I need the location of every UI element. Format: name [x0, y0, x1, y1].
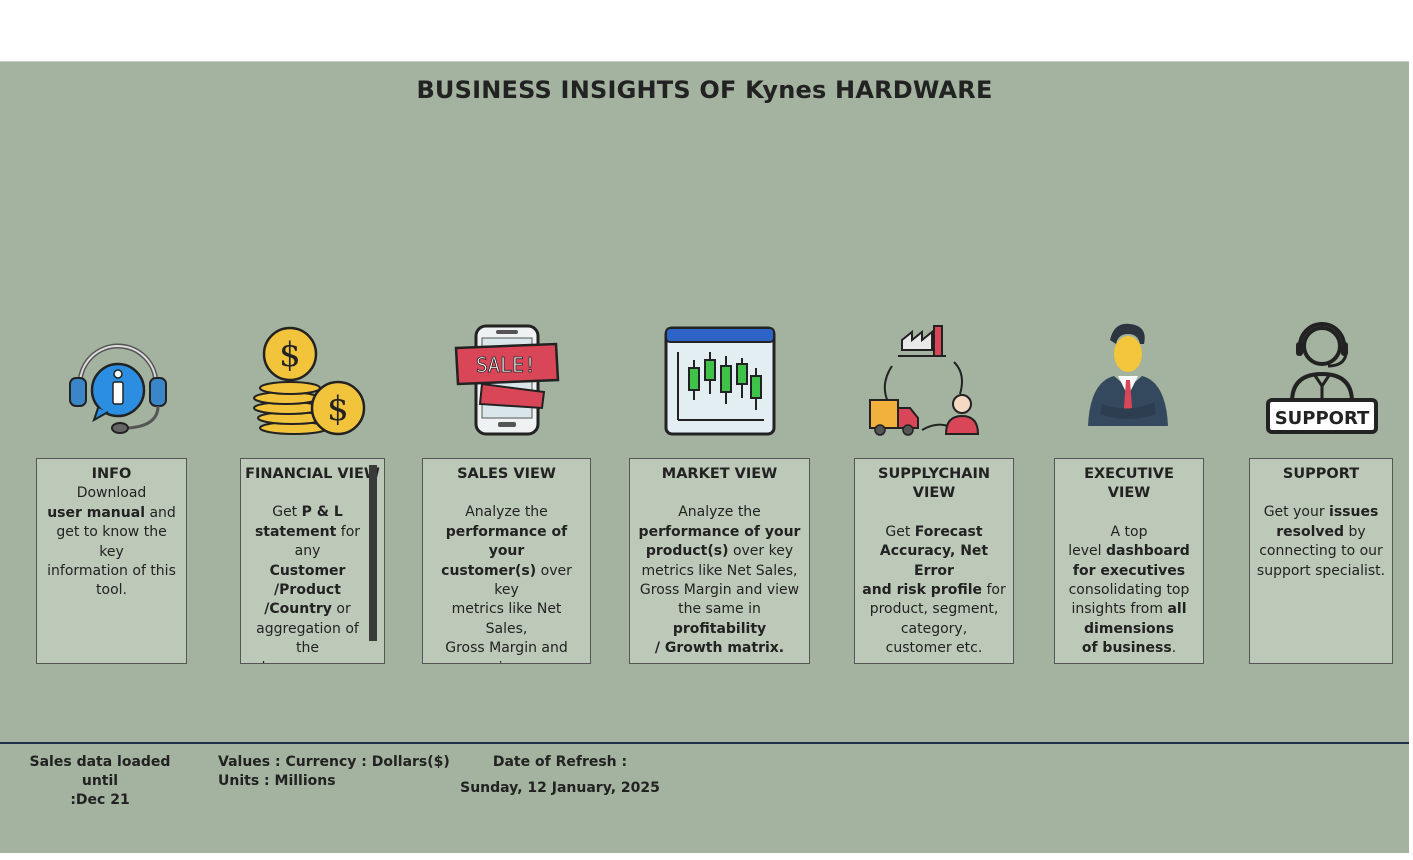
sale-sign-text: SALE! — [476, 353, 536, 377]
supplychain-view-card[interactable]: SUPPLYCHAIN VIEW Get Forecast Accuracy, … — [854, 458, 1014, 664]
page-title: BUSINESS INSIGHTS OF Kynes HARDWARE — [416, 76, 993, 104]
executive-card-line: level dashboard — [1068, 543, 1190, 560]
support-card-title: SUPPORT — [1282, 466, 1360, 482]
info-card-title: INFO — [91, 466, 132, 482]
sales-card-line: Gross Margin and view — [445, 640, 568, 663]
user-manual-link[interactable]: user manual — [47, 504, 145, 521]
financial-card-line: statement for any — [254, 523, 361, 560]
financial-card-line: Get P & L — [272, 504, 343, 521]
sales-card-line: metrics like Net Sales, — [451, 601, 562, 637]
info-card-line: information of this — [47, 563, 176, 580]
supplychain-card-line: category, — [900, 620, 968, 637]
support-card-line: resolved by — [1276, 523, 1366, 540]
supplychain-card-line: Accuracy, Net Error — [879, 543, 989, 579]
market-view-card[interactable]: MARKET VIEW Analyze the performance of y… — [629, 458, 810, 664]
financial-card-line: /Country or — [264, 601, 351, 618]
supplychain-card-line: product, segment, — [869, 601, 999, 618]
info-card-line: get to know the key — [56, 524, 167, 560]
supply-chain-icon[interactable] — [866, 322, 986, 440]
support-card[interactable]: SUPPORT Get your issues resolved by conn… — [1249, 458, 1393, 664]
sales-loaded-date: :Dec 21 — [70, 792, 130, 808]
financial-card-line: /Product — [274, 582, 341, 599]
info-card-line: Download — [76, 485, 147, 502]
executive-view-card[interactable]: EXECUTIVE VIEW A top level dashboard for… — [1054, 458, 1204, 664]
coins-dollar-icon[interactable]: $ $ — [252, 322, 372, 440]
info-card-line: tool. — [96, 582, 127, 599]
executive-card-line: consolidating top — [1068, 582, 1190, 599]
sales-card-line: performance of your — [445, 523, 568, 560]
sales-loaded-info: Sales data loaded until :Dec 21 — [16, 753, 184, 810]
refresh-date: Sunday, 12 January, 2025 — [460, 780, 660, 796]
supplychain-card-line: customer etc. — [885, 640, 983, 657]
market-card-title: MARKET VIEW — [661, 466, 778, 482]
support-card-line: connecting to our — [1259, 543, 1383, 560]
sales-view-card[interactable]: SALES VIEW Analyze the performance of yo… — [422, 458, 591, 664]
refresh-info: Date of Refresh : Sunday, 12 January, 20… — [460, 753, 660, 798]
info-card[interactable]: INFO Download user manual and get to kno… — [36, 458, 187, 664]
financial-view-card[interactable]: FINANCIAL VIEW Get P & L statement for a… — [240, 458, 385, 664]
supplychain-card-line: Get Forecast — [885, 523, 983, 540]
support-card-line: Get your issues — [1263, 504, 1379, 521]
sales-card-title: SALES VIEW — [457, 466, 556, 482]
financial-card-line: above over any — [245, 659, 370, 663]
support-agent-icon[interactable]: SUPPORT — [1262, 322, 1382, 440]
financial-card-title: FINANCIAL VIEW — [245, 466, 380, 482]
market-card-line: / Growth matrix. — [654, 640, 785, 657]
info-headset-icon[interactable] — [58, 322, 178, 440]
market-card-line: performance of your — [638, 523, 801, 540]
supplychain-card-line: and risk profile for — [862, 582, 1006, 599]
market-card-line: Gross Margin and view — [639, 582, 800, 599]
footer-divider — [0, 742, 1409, 744]
sales-card-line: Analyze the — [465, 504, 548, 521]
financial-card-line: aggregation of the — [256, 620, 359, 657]
supplychain-card-title: SUPPLYCHAIN VIEW — [878, 466, 990, 502]
support-card-line: support specialist. — [1256, 562, 1386, 579]
executive-card-line: for executives — [1072, 562, 1186, 579]
phone-sale-icon[interactable]: SALE! — [446, 322, 566, 440]
refresh-label: Date of Refresh : — [492, 754, 628, 770]
svg-text:$: $ — [279, 335, 301, 375]
executive-card-line: A top — [1110, 523, 1148, 540]
dashboard-canvas: BUSINESS INSIGHTS OF Kynes HARDWARE $ — [0, 61, 1409, 853]
financial-card-line: Customer — [269, 562, 346, 579]
svg-text:$: $ — [327, 389, 349, 429]
info-card-line: user manual and — [47, 504, 176, 521]
card-scrollbar[interactable] — [369, 465, 377, 641]
sales-loaded-line: Sales data loaded until — [29, 754, 171, 789]
executive-card-title: EXECUTIVE VIEW — [1084, 466, 1174, 502]
executive-card-line: of business. — [1081, 640, 1177, 657]
support-sign-text: SUPPORT — [1275, 408, 1370, 429]
candlestick-chart-icon[interactable] — [660, 322, 780, 440]
units-label: Units : Millions — [218, 773, 336, 789]
executive-card-line: dimensions — [1084, 620, 1174, 637]
businessman-icon[interactable] — [1068, 322, 1188, 440]
executive-card-line: insights from all — [1071, 601, 1187, 618]
market-card-line: Analyze the — [678, 504, 761, 521]
market-card-line: product(s) over key — [645, 543, 794, 560]
sales-card-line: customer(s) over key — [441, 562, 572, 599]
market-card-line: the same in profitability — [672, 601, 767, 637]
currency-label: Values : Currency : Dollars($) — [218, 754, 450, 770]
market-card-line: metrics like Net Sales, — [641, 562, 798, 579]
units-info: Values : Currency : Dollars($) Units : M… — [218, 753, 450, 791]
